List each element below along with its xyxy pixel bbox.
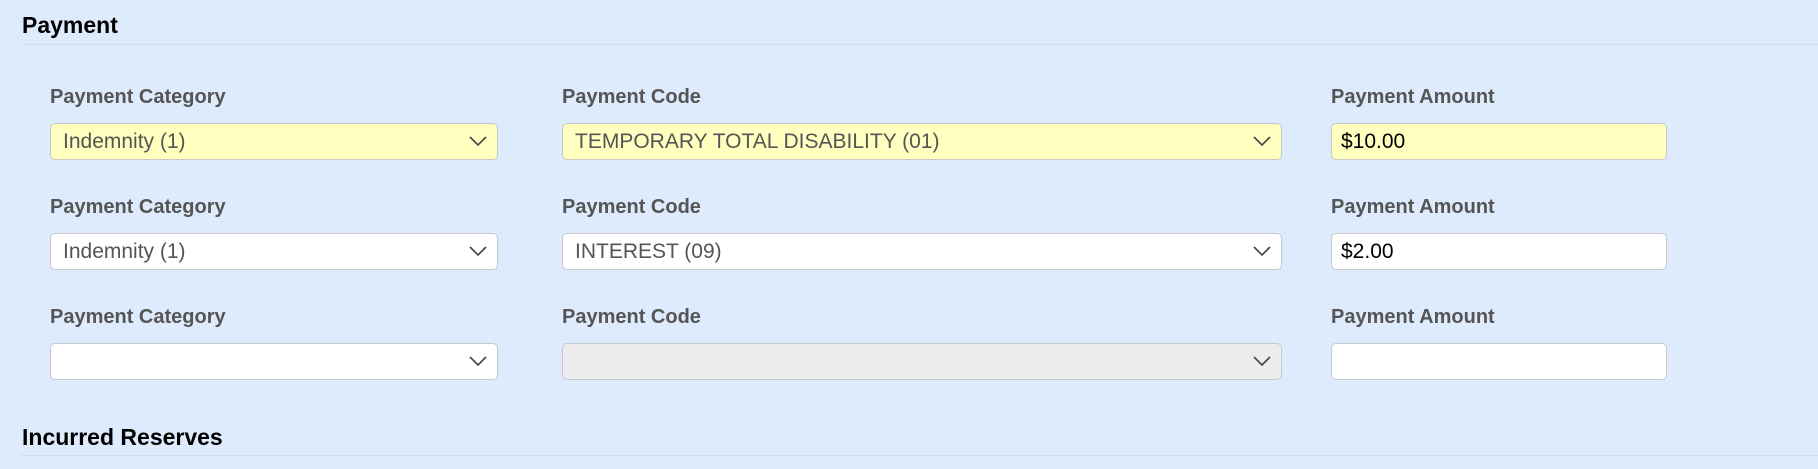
- chevron-down-icon: [1253, 356, 1271, 366]
- payment-category-label: Payment Category: [50, 306, 226, 328]
- payment-amount-label: Payment Amount: [1331, 306, 1495, 328]
- payment-amount-value: $2.00: [1341, 240, 1394, 263]
- payment-amount-label: Payment Amount: [1331, 86, 1495, 108]
- payment-category-value: Indemnity (1): [63, 130, 186, 153]
- payment-category-select[interactable]: Indemnity (1): [50, 123, 498, 160]
- chevron-down-icon: [1253, 136, 1271, 146]
- payment-category-value: Indemnity (1): [63, 240, 186, 263]
- payment-category-label: Payment Category: [50, 196, 226, 218]
- payment-category-label: Payment Category: [50, 86, 226, 108]
- payment-amount-label: Payment Amount: [1331, 196, 1495, 218]
- payment-amount-input[interactable]: $2.00: [1331, 233, 1667, 270]
- payment-category-select[interactable]: [50, 343, 498, 380]
- chevron-down-icon: [469, 136, 487, 146]
- divider: [20, 44, 1818, 45]
- payment-code-label: Payment Code: [562, 196, 701, 218]
- payment-code-value: INTEREST (09): [575, 240, 722, 263]
- chevron-down-icon: [469, 246, 487, 256]
- chevron-down-icon: [469, 356, 487, 366]
- payment-code-label: Payment Code: [562, 86, 701, 108]
- payment-amount-input[interactable]: [1331, 343, 1667, 380]
- chevron-down-icon: [1253, 246, 1271, 256]
- payment-amount-input[interactable]: $10.00: [1331, 123, 1667, 160]
- payment-code-select[interactable]: [562, 343, 1282, 380]
- payment-code-select[interactable]: INTEREST (09): [562, 233, 1282, 270]
- payment-category-select[interactable]: Indemnity (1): [50, 233, 498, 270]
- payment-section-title: Payment: [22, 12, 118, 38]
- payment-code-value: TEMPORARY TOTAL DISABILITY (01): [575, 130, 940, 153]
- payment-code-label: Payment Code: [562, 306, 701, 328]
- payment-amount-value: $10.00: [1341, 130, 1406, 153]
- incurred-reserves-section-title: Incurred Reserves: [22, 424, 223, 450]
- payment-code-select[interactable]: TEMPORARY TOTAL DISABILITY (01): [562, 123, 1282, 160]
- divider: [20, 455, 1818, 456]
